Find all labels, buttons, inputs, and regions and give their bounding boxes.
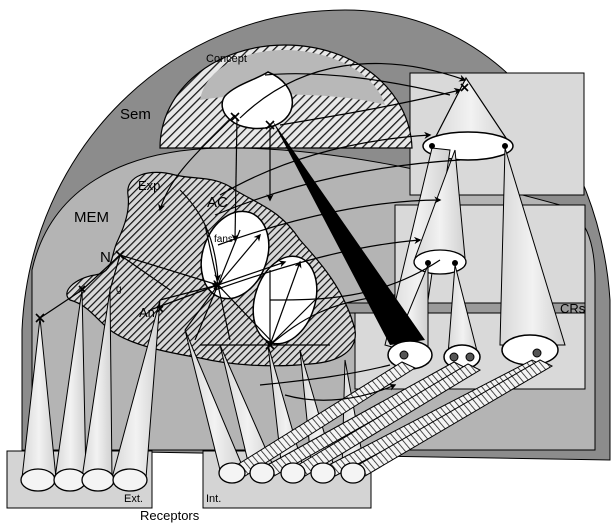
label-receptors: Receptors — [140, 508, 200, 523]
cr-end-1 — [387, 340, 433, 370]
label-crs: CRs — [560, 301, 586, 316]
label-int: Int. — [206, 493, 221, 505]
label-fans: fans — [214, 234, 233, 245]
concept-ellipse — [221, 71, 293, 130]
label-an: An — [139, 305, 155, 320]
label-sem: Sem — [120, 106, 151, 123]
label-g: g — [116, 284, 122, 295]
label-n: N — [100, 249, 111, 266]
label-ac: AC — [207, 194, 228, 211]
black-wedge — [272, 120, 425, 345]
label-concept: Concept — [206, 53, 247, 65]
ext-receptor-cones — [20, 289, 161, 492]
node-markers — [35, 83, 469, 350]
connection-arrows — [39, 62, 467, 401]
int-receptor-ends — [218, 462, 366, 484]
label-exp: Exp — [138, 178, 160, 193]
label-mem: MEM — [74, 209, 109, 226]
fiber-bundles — [231, 359, 554, 477]
label-ext: Ext. — [124, 493, 143, 505]
